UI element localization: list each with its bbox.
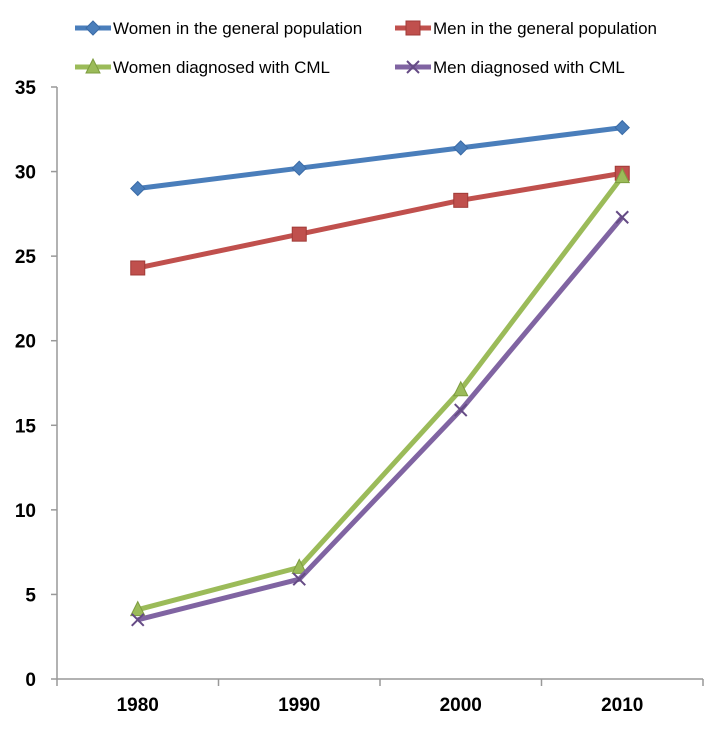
legend-label: Men in the general population xyxy=(433,19,657,38)
square-marker xyxy=(130,260,146,276)
x-marker xyxy=(454,403,468,417)
x-tick-label: 2010 xyxy=(601,695,643,716)
triangle-marker xyxy=(291,558,308,574)
x-icon xyxy=(406,60,420,74)
x-tick-label: 1980 xyxy=(117,695,159,716)
diamond-icon xyxy=(85,20,101,36)
y-tick-label: 20 xyxy=(15,332,36,353)
series-4 xyxy=(131,210,629,627)
legend-label: Women in the general population xyxy=(113,19,362,38)
x-tick-label: 1990 xyxy=(278,695,320,716)
triangle-marker xyxy=(614,167,631,184)
legend-label: Men diagnosed with CML xyxy=(433,58,625,77)
diamond-marker xyxy=(614,119,630,136)
square-marker xyxy=(291,226,307,242)
diamond-marker xyxy=(291,160,307,176)
y-tick-label: 10 xyxy=(15,501,36,522)
series-line xyxy=(137,125,623,191)
series-line xyxy=(137,175,625,613)
series-3 xyxy=(129,167,631,617)
y-tick-label: 25 xyxy=(15,247,37,268)
series-line xyxy=(137,215,625,623)
diamond-marker xyxy=(130,180,146,197)
triangle-icon xyxy=(85,57,101,74)
legend-label: Women diagnosed with CML xyxy=(113,58,330,77)
y-tick-label: 15 xyxy=(15,416,37,437)
legend-item: Women diagnosed with CML xyxy=(75,57,330,77)
diamond-marker xyxy=(453,140,469,156)
x-marker xyxy=(292,572,306,586)
series-group xyxy=(129,119,631,627)
y-tick-label: 5 xyxy=(25,585,36,606)
y-tick-label: 35 xyxy=(15,78,37,99)
y-tick-label: 30 xyxy=(15,163,36,184)
triangle-marker xyxy=(129,600,146,617)
legend-item: Men in the general population xyxy=(395,19,657,38)
series-2 xyxy=(130,165,630,276)
square-marker xyxy=(453,192,469,208)
legend-item: Men diagnosed with CML xyxy=(395,58,625,77)
legend: Women in the general population Men in th… xyxy=(75,19,657,77)
y-tick-label: 0 xyxy=(25,670,36,691)
x-marker xyxy=(131,613,145,627)
legend-item: Women in the general population xyxy=(75,19,362,38)
axes: 0 5 10 15 20 25 30 35 1980 1990 2000 2010 xyxy=(15,78,704,716)
x-marker xyxy=(615,210,629,224)
square-icon xyxy=(405,20,421,36)
x-tick-label: 2000 xyxy=(440,695,482,716)
series-1 xyxy=(130,119,630,197)
series-line xyxy=(137,170,623,271)
triangle-marker xyxy=(452,380,469,397)
